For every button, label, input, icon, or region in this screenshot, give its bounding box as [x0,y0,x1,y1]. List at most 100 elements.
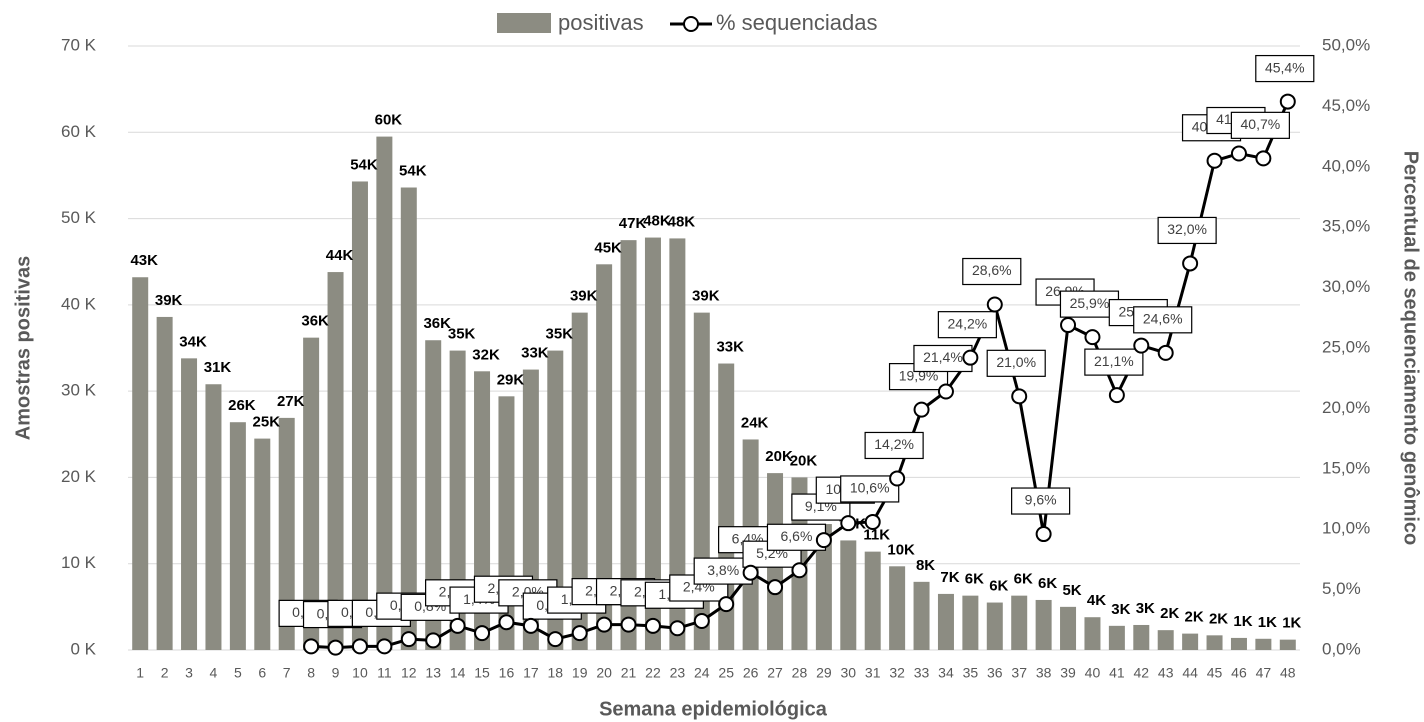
point [1230,145,1247,162]
bar [962,595,979,650]
point [742,564,759,581]
x-tick-label: 32 [889,665,905,681]
bar-label: 27K [277,393,305,410]
point [937,383,954,400]
bar [1108,625,1125,650]
point [962,349,979,366]
x-tick-label: 48 [1280,665,1296,681]
bar-label: 24K [741,414,769,431]
bar [1035,599,1052,650]
bar-label: 2K [1209,610,1228,627]
point [913,401,930,418]
bar-label: 2K [1160,605,1179,622]
bar-label: 6K [1038,575,1057,592]
x-tick-label: 19 [572,665,588,681]
x-tick-label: 12 [401,665,417,681]
point-label: 40,7% [1241,116,1281,132]
point-label-box [840,475,900,503]
x-tick-label: 31 [865,665,881,681]
x-tick-label: 44 [1182,665,1198,681]
bar [1279,639,1296,650]
point [1182,255,1199,272]
point-label: 3,8% [707,562,739,578]
point-label: 21,1% [1094,353,1134,369]
bar-label: 43K [130,252,158,269]
point [547,631,564,648]
x-tick-label: 37 [1011,665,1027,681]
bar-label: 6K [989,578,1008,595]
point [1133,337,1150,354]
legend-marker [683,16,699,32]
point [767,579,784,596]
x-tick-label: 47 [1256,665,1272,681]
y2-tick-label: 25,0% [1322,337,1370,356]
point [669,620,686,637]
x-tick-label: 14 [450,665,466,681]
x-tick-label: 8 [307,665,315,681]
point-label: 6,6% [780,528,812,544]
x-tick-label: 35 [963,665,979,681]
y2-tick-label: 10,0% [1322,519,1370,538]
point [425,632,442,649]
x-tick-label: 26 [743,665,759,681]
point [449,617,466,634]
y-tick-label: 70 K [61,35,97,54]
y2-tick-label: 40,0% [1322,156,1370,175]
point [693,613,710,630]
legend-label: positivas [558,10,644,35]
y2-tick-label: 30,0% [1322,277,1370,296]
bar-label: 1K [1233,613,1252,630]
x-axis-title: Semana epidemiológica [599,698,828,720]
point [303,638,320,655]
bar [864,551,881,650]
x-tick-label: 45 [1207,665,1223,681]
y-tick-label: 0 K [70,639,96,658]
x-tick-label: 40 [1085,665,1101,681]
x-tick-label: 6 [258,665,266,681]
bar-label: 45K [594,239,622,256]
bar-label: 44K [326,247,354,264]
y2-axis-title: Percentual de sequenciamento genômico [1400,151,1422,546]
x-tick-label: 10 [352,665,368,681]
bar [913,581,930,650]
bar-label: 33K [716,339,744,356]
bar-label: 1K [1282,615,1301,632]
x-tick-label: 36 [987,665,1003,681]
point-label: 9,6% [1025,492,1057,508]
bar-label: 35K [448,326,476,343]
bar-label: 54K [399,162,427,179]
bar-label: 3K [1136,600,1155,617]
bar [620,240,637,650]
bar-label: 39K [155,292,183,309]
bar-label: 36K [423,315,451,332]
bar [1060,606,1077,650]
bar-label: 20K [790,452,818,469]
y-tick-label: 20 K [61,467,97,486]
point-label: 24,2% [948,315,988,331]
point-label-box [1011,487,1071,515]
x-tick-label: 7 [283,665,291,681]
point [864,513,881,530]
bar-label: 10K [887,541,915,558]
bar [327,272,344,650]
bar [254,438,271,650]
bar [400,187,417,650]
point [376,638,393,655]
point-label-box [962,257,1022,286]
y-tick-label: 50 K [61,208,97,227]
bar-label: 48K [643,213,671,230]
y-axis-title: Amostras positivas [12,256,34,441]
x-tick-label: 23 [670,665,686,681]
x-tick-label: 28 [792,665,808,681]
point [889,470,906,487]
x-tick-label: 15 [474,665,490,681]
y-tick-label: 30 K [61,381,97,400]
bar [205,384,222,650]
bar [840,540,857,650]
bar [571,312,588,650]
bar [669,238,686,650]
bar [351,181,368,650]
point [718,596,735,613]
y2-tick-label: 50,0% [1322,35,1370,54]
bar [937,593,954,650]
